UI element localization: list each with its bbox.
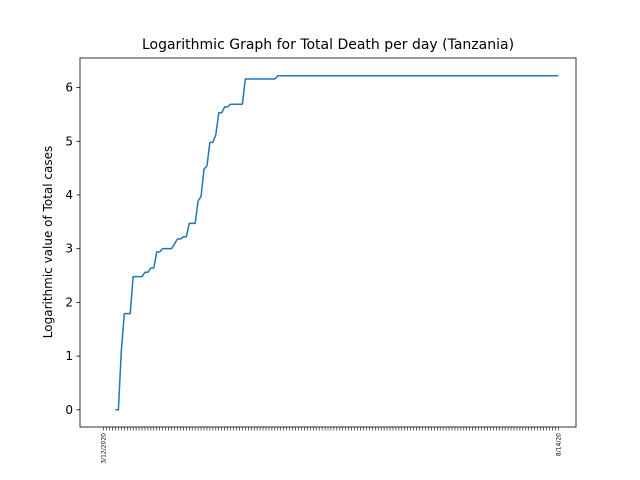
y-ticks: 0 1 2 3 4 5 6 [65, 81, 80, 417]
y-tick-label: 4 [65, 188, 73, 202]
series [115, 74, 559, 411]
series-line [115, 74, 559, 411]
x-ticks: 3/12/2020 8/14/20 [101, 427, 562, 464]
x-tick-label: 3/12/2020 [101, 433, 108, 464]
plot-frame [79, 57, 577, 428]
y-tick-label: 2 [65, 295, 73, 309]
y-tick-label: 0 [65, 403, 73, 417]
y-tick-label: 6 [65, 81, 73, 95]
x-tick-label: 8/14/20 [555, 433, 562, 456]
y-axis-label: Logarithmic value of Total cases [41, 146, 55, 338]
y-tick-label: 3 [65, 242, 73, 256]
chart-title: Logarithmic Graph for Total Death per da… [142, 37, 514, 53]
y-tick-label: 5 [65, 134, 73, 148]
y-tick-label: 1 [65, 349, 73, 363]
